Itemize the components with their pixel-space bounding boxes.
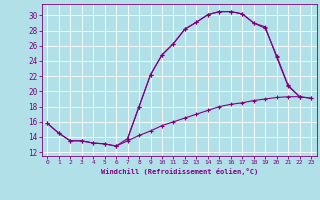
- X-axis label: Windchill (Refroidissement éolien,°C): Windchill (Refroidissement éolien,°C): [100, 168, 258, 175]
